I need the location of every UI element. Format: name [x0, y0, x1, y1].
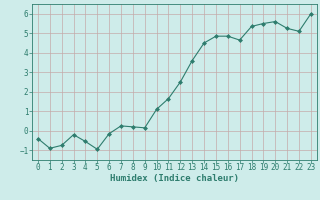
- X-axis label: Humidex (Indice chaleur): Humidex (Indice chaleur): [110, 174, 239, 183]
